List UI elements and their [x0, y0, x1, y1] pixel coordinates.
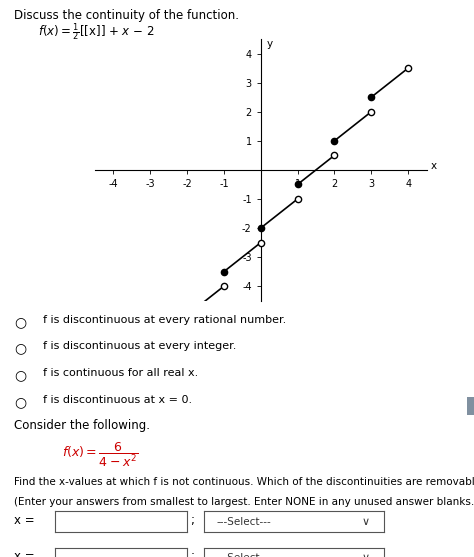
Text: Find the x-values at which f is not continuous. Which of the discontinuities are: Find the x-values at which f is not cont…: [14, 477, 474, 487]
Text: f is discontinuous at every rational number.: f is discontinuous at every rational num…: [43, 315, 286, 325]
Text: f is discontinuous at every integer.: f is discontinuous at every integer.: [43, 341, 236, 351]
Text: $f(x) = \frac{1}{2}$[[x]] + $x$ − 2: $f(x) = \frac{1}{2}$[[x]] + $x$ − 2: [38, 21, 155, 43]
Text: Consider the following.: Consider the following.: [14, 419, 150, 432]
Text: ○: ○: [14, 368, 27, 382]
Text: ○: ○: [14, 395, 27, 409]
Text: ∨: ∨: [362, 517, 370, 527]
Text: f is discontinuous at x = 0.: f is discontinuous at x = 0.: [43, 395, 192, 405]
Text: x =: x =: [14, 550, 35, 557]
Text: $f(x) = \dfrac{6}{4 - x^2}$: $f(x) = \dfrac{6}{4 - x^2}$: [62, 441, 138, 469]
Text: ---Select---: ---Select---: [217, 517, 271, 527]
Text: ∨: ∨: [362, 553, 370, 557]
Text: y: y: [266, 39, 273, 49]
Text: x: x: [430, 160, 437, 170]
Text: x =: x =: [14, 514, 35, 527]
Text: ;: ;: [190, 550, 193, 557]
Text: ○: ○: [14, 315, 27, 329]
Text: f is continuous for all real x.: f is continuous for all real x.: [43, 368, 198, 378]
Bar: [467, 397, 474, 415]
Text: (Enter your answers from smallest to largest. Enter NONE in any unused answer bl: (Enter your answers from smallest to lar…: [14, 497, 474, 507]
Text: ---Select---: ---Select---: [217, 553, 271, 557]
Text: ○: ○: [14, 341, 27, 355]
Text: ;: ;: [190, 514, 193, 527]
Text: Discuss the continuity of the function.: Discuss the continuity of the function.: [14, 9, 239, 22]
